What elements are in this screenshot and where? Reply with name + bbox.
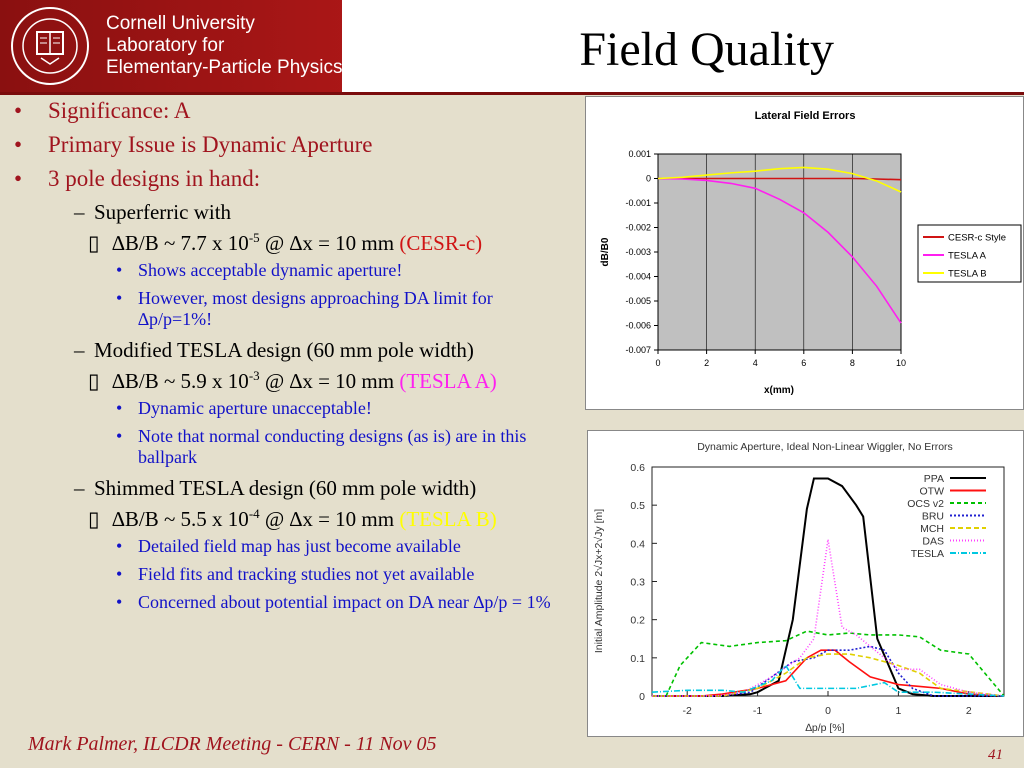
x-axis-label: x(mm) xyxy=(764,385,794,396)
y-tick-label: -0.006 xyxy=(625,321,651,331)
y-tick-label: 0.6 xyxy=(630,462,645,474)
design-heading: – Superferric with xyxy=(74,200,232,224)
sub-bullet: • Dynamic aperture unacceptable! xyxy=(116,398,372,418)
x-tick-label: 1 xyxy=(895,705,901,717)
header-divider xyxy=(0,92,1024,95)
field-error-spec: ▯ ∆B/B ~ 7.7 x 10-5 @ ∆x = 10 mm (CESR-c) xyxy=(88,230,483,255)
field-error-spec: ▯ ∆B/B ~ 5.9 x 10-3 @ ∆x = 10 mm (TESLA A… xyxy=(88,368,497,393)
y-axis-label: dB/B0 xyxy=(600,237,611,266)
y-tick-label: 0.1 xyxy=(630,653,645,665)
org-line: Cornell University xyxy=(106,13,255,34)
design-heading: – Shimmed TESLA design (60 mm pole width) xyxy=(74,476,477,500)
sub-bullet: • Note that normal conducting designs (as… xyxy=(116,426,527,467)
org-line: Elementary-Particle Physics xyxy=(106,57,343,78)
x-tick-label: 0 xyxy=(655,358,660,368)
legend-label: MCH xyxy=(920,523,944,535)
chart-svg: Lateral Field Errors x(mm) dB/B0 0 2 4 6 8 10… xyxy=(600,110,1022,396)
y-tick-label: -0.004 xyxy=(625,272,651,282)
slide-title: Field Quality xyxy=(579,23,834,76)
field-error-spec: ▯ ∆B/B ~ 5.5 x 10-4 @ ∆x = 10 mm (TESLA B… xyxy=(88,506,497,531)
cornell-seal-logo xyxy=(11,7,89,85)
y-tick-label: 0.2 xyxy=(630,615,645,627)
bullet-item: • Significance: A xyxy=(14,98,191,123)
y-tick-label: 0 xyxy=(639,691,645,703)
x-tick-label: 6 xyxy=(801,358,806,368)
y-tick-label: 0.001 xyxy=(628,149,651,159)
lateral-field-errors-chart: Lateral Field Errors x(mm) dB/B0 0 2 4 6 8 10… xyxy=(585,96,1024,410)
dynamic-aperture-chart: Dynamic Aperture, Ideal Non-Linear Wiggl… xyxy=(587,430,1024,737)
legend-label: TESLA A xyxy=(948,251,987,262)
series-line xyxy=(658,177,902,181)
x-tick-label: 0 xyxy=(825,705,831,717)
series-line xyxy=(652,649,1005,697)
org-line: Laboratory for xyxy=(106,35,225,56)
x-tick-label: 10 xyxy=(896,358,906,368)
x-tick-label: -2 xyxy=(683,705,692,717)
series-line xyxy=(652,477,1004,697)
legend-label: OTW xyxy=(920,486,945,498)
page-number: 41 xyxy=(988,747,1003,763)
y-tick-label: -0.001 xyxy=(625,198,651,208)
x-tick-label: 8 xyxy=(850,358,855,368)
series-line xyxy=(652,539,1005,697)
plot-area xyxy=(651,466,1005,697)
x-tick-label: 2 xyxy=(966,705,972,717)
y-tick-label: -0.002 xyxy=(625,223,651,233)
bullet-item: • 3 pole designs in hand: xyxy=(14,166,261,191)
sub-bullet: • Detailed field map has just become avai… xyxy=(116,536,461,556)
series-line xyxy=(657,166,902,193)
sub-bullet: • Concerned about potential impact on DA … xyxy=(116,592,551,612)
legend-label: BRU xyxy=(922,511,944,523)
chart-title: Lateral Field Errors xyxy=(755,110,856,122)
footer-text: Mark Palmer, ILCDR Meeting - CERN - 11 N… xyxy=(28,733,437,755)
legend-label: DAS xyxy=(922,536,944,548)
legend-label: OCS v2 xyxy=(907,498,944,510)
x-axis-label: ∆p/p [%] xyxy=(805,722,844,734)
y-tick-label: 0 xyxy=(646,174,651,184)
y-axis-label: Initial Amplitude 2√Jx+2√Jy [m] xyxy=(593,509,605,653)
legend-label: TESLA xyxy=(911,548,944,560)
org-name: Cornell University Laboratory for Elemen… xyxy=(106,13,343,79)
y-tick-label: 0.3 xyxy=(630,577,645,589)
series-line xyxy=(657,177,902,324)
legend-label: CESR-c Style xyxy=(948,233,1006,244)
design-heading: – Modified TESLA design (60 mm pole width… xyxy=(74,338,474,362)
series-line xyxy=(652,630,1005,697)
bullet-item: • Primary Issue is Dynamic Aperture xyxy=(14,132,373,157)
sub-bullet: • However, most designs approaching DA li… xyxy=(116,288,493,329)
y-tick-label: -0.007 xyxy=(625,345,651,355)
x-tick-label: 2 xyxy=(704,358,709,368)
sub-bullet: • Shows acceptable dynamic aperture! xyxy=(116,260,403,280)
plot-area xyxy=(657,153,902,351)
chart-title: Dynamic Aperture, Ideal Non-Linear Wiggl… xyxy=(697,441,953,453)
title-area: Field Quality xyxy=(342,0,1024,95)
x-tick-label: 4 xyxy=(753,358,758,368)
chart-svg: Dynamic Aperture, Ideal Non-Linear Wiggl… xyxy=(593,441,1005,734)
sub-bullet: • Field fits and tracking studies not yet… xyxy=(116,564,475,584)
y-tick-label: -0.003 xyxy=(625,247,651,257)
legend-label: TESLA B xyxy=(948,269,987,280)
x-tick-label: -1 xyxy=(753,705,762,717)
y-tick-label: -0.005 xyxy=(625,296,651,306)
y-tick-label: 0.4 xyxy=(630,538,645,550)
y-tick-label: 0.5 xyxy=(630,500,645,512)
series-line xyxy=(652,645,1004,697)
header-bar: Cornell University Laboratory for Elemen… xyxy=(0,0,1024,95)
series-line xyxy=(651,664,1005,697)
legend-label: PPA xyxy=(924,473,944,485)
